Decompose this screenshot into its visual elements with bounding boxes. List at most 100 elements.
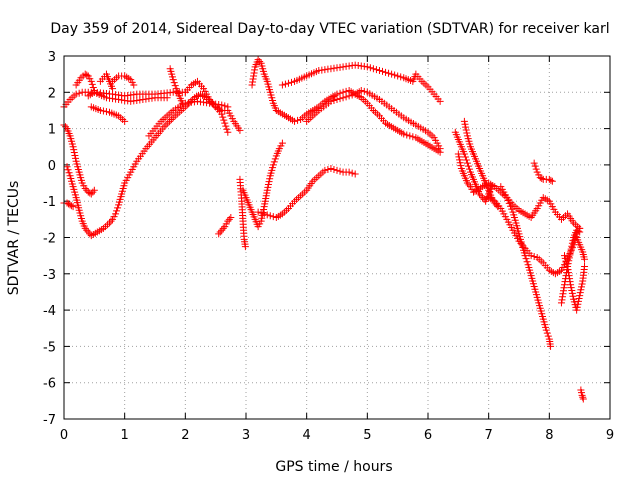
data-point (567, 284, 575, 292)
data-point (107, 217, 115, 225)
data-point (558, 293, 566, 301)
data-point (81, 184, 89, 192)
data-point (257, 209, 265, 217)
data-point (547, 342, 555, 350)
data-point (345, 168, 353, 176)
data-point (567, 245, 575, 253)
data-point (369, 65, 377, 73)
data-point (456, 159, 464, 167)
series-arc-07 (181, 77, 232, 136)
data-point (462, 126, 470, 134)
data-point (71, 151, 79, 159)
data-point (375, 67, 383, 75)
data-point (454, 150, 462, 158)
data-point (236, 126, 244, 134)
data-point (348, 91, 356, 99)
data-points (60, 56, 589, 403)
data-point (543, 329, 551, 337)
data-point (527, 252, 535, 260)
data-point (96, 106, 104, 114)
data-point (216, 228, 224, 236)
data-point (281, 80, 289, 88)
data-point (564, 266, 572, 274)
data-point (70, 149, 78, 157)
data-point (263, 186, 271, 194)
data-point (266, 212, 274, 220)
data-point (250, 69, 258, 77)
data-point (68, 202, 76, 210)
data-point (403, 131, 411, 139)
data-point (219, 113, 227, 121)
data-point (573, 226, 581, 234)
data-point (456, 156, 464, 164)
data-point (561, 281, 568, 289)
series-arc-05 (84, 88, 171, 105)
data-point (463, 159, 471, 167)
data-point (547, 176, 555, 184)
data-point (548, 177, 556, 185)
data-point (70, 146, 78, 154)
data-point (266, 175, 274, 183)
data-point (504, 196, 512, 204)
x-tick-label: 3 (242, 428, 250, 443)
data-point (567, 248, 575, 256)
data-point (455, 153, 463, 161)
data-point (460, 150, 468, 158)
data-point (256, 57, 264, 65)
data-point (508, 205, 516, 213)
y-tick-label: 2 (48, 86, 56, 101)
data-point (249, 78, 257, 86)
data-point (218, 226, 226, 234)
data-point (568, 289, 576, 297)
data-point (436, 97, 444, 105)
data-point (557, 299, 565, 307)
data-point (560, 284, 568, 292)
data-point (204, 96, 212, 104)
data-point (271, 155, 279, 163)
data-point (72, 154, 80, 162)
data-point (479, 194, 487, 202)
data-point (221, 119, 229, 127)
data-point (574, 300, 582, 308)
data-point (461, 120, 469, 128)
data-point (351, 170, 359, 178)
data-point (263, 211, 271, 219)
series-arc-09 (60, 199, 77, 211)
series-arc-19 (303, 86, 444, 153)
data-point (288, 78, 295, 86)
series-arc-22 (460, 117, 502, 211)
data-point (224, 217, 232, 225)
data-point (531, 162, 539, 170)
data-point (400, 130, 408, 138)
data-point (579, 395, 587, 403)
data-point (507, 202, 515, 210)
series-arc-12 (145, 97, 232, 140)
data-point (333, 96, 341, 104)
data-point (249, 75, 257, 83)
data-point (66, 201, 74, 209)
data-point (463, 129, 471, 137)
data-point (465, 181, 473, 189)
data-point (379, 67, 386, 75)
data-point (86, 230, 94, 238)
data-point (505, 199, 513, 207)
data-point (330, 165, 338, 173)
data-point (69, 203, 77, 211)
data-point (581, 263, 589, 271)
data-point (64, 166, 72, 174)
chart-title: Day 359 of 2014, Sidereal Day-to-day VTE… (50, 21, 609, 37)
data-point (223, 125, 231, 133)
data-point (164, 119, 172, 127)
data-point (222, 122, 230, 130)
data-point (106, 219, 113, 227)
data-point (339, 94, 347, 102)
series-arc-20 (451, 128, 496, 205)
data-point (227, 214, 235, 222)
data-point (284, 79, 292, 87)
series-arc-02 (72, 70, 98, 94)
data-point (372, 66, 380, 74)
data-point (160, 123, 168, 131)
data-point (83, 71, 91, 79)
x-axis-label: GPS time / hours (275, 459, 392, 475)
data-point (254, 208, 262, 216)
